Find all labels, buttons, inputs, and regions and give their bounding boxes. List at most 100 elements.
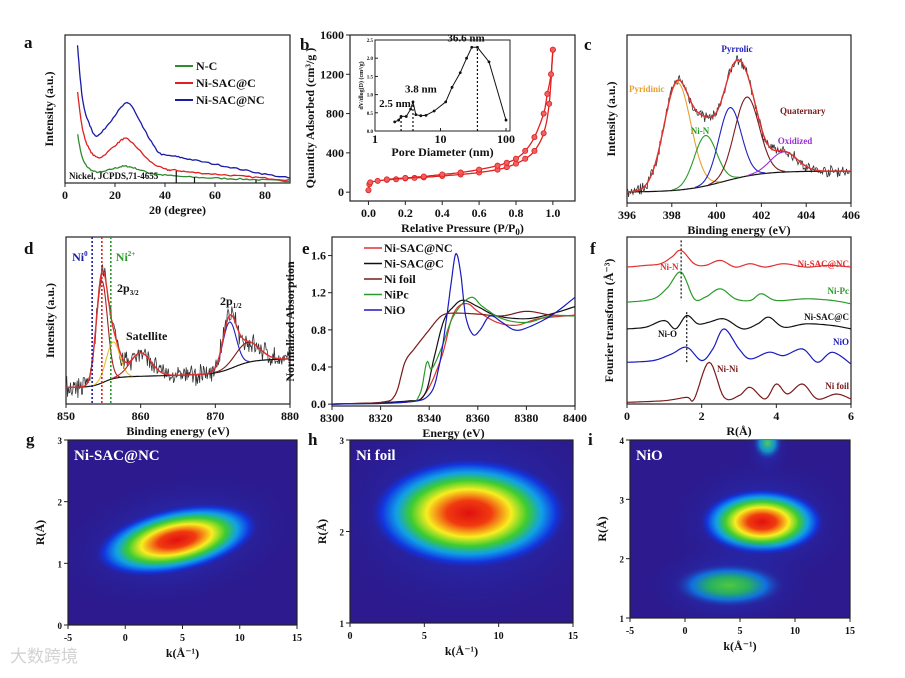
inset-data-point	[504, 118, 508, 122]
x-tick-label: 5	[738, 626, 743, 637]
fit-component	[93, 341, 133, 386]
peak-label: 2p1/2	[220, 294, 242, 310]
peak-label: Ni-Ni	[717, 364, 738, 374]
data-point	[531, 147, 538, 154]
x-tick-label: 10	[790, 626, 800, 637]
inset-data-point	[470, 45, 474, 49]
series-line-Ni foil	[332, 310, 575, 405]
panel-h: h 0 5 10 15 1 2 3 k(Å⁻¹) R(Å) Ni foil	[308, 430, 578, 658]
reference-label: Ni0	[72, 250, 88, 264]
data-point	[494, 162, 501, 169]
x-tick-label: 5	[422, 631, 427, 642]
plot-area	[365, 46, 556, 194]
y-tick-label: 0	[338, 185, 344, 199]
y-axis-label: R(Å)	[595, 516, 609, 541]
y-tick-label: 800	[326, 107, 344, 121]
fit-envelope	[66, 269, 290, 388]
plot-frame	[331, 236, 576, 407]
plot-frame	[65, 236, 291, 405]
y-tick-label: 3	[340, 436, 345, 446]
data-point	[540, 130, 547, 137]
series-label: Ni-Pc	[828, 286, 850, 296]
y-tick-label: 1	[58, 559, 63, 569]
peak-label-text: Satellite	[126, 329, 168, 343]
y-tick-label: 0.8	[311, 323, 326, 337]
x-tick-label: 15	[845, 626, 855, 637]
panel-i: i -5 0 5 10 15 1 2 3 4 k(Å⁻¹) R(Å) NiO	[588, 430, 855, 653]
legend-label: Ni-SAC@C	[384, 257, 444, 271]
data-point	[503, 159, 510, 166]
inset-y-tick-label: 1.5	[367, 75, 374, 80]
y-axis-label: Quantity Adsorbed (cm³/g )	[303, 48, 317, 189]
data-point	[522, 147, 529, 154]
x-tick-label: 402	[752, 208, 770, 222]
x-tick-label: 15	[292, 633, 302, 644]
y-tick-label: 2	[620, 555, 625, 565]
inset-data-point	[432, 109, 436, 113]
reference-label-sup: 2+	[128, 250, 136, 258]
x-tick-label: 5	[180, 633, 185, 644]
plot-area	[66, 264, 290, 398]
data-point	[512, 160, 519, 167]
peak-label: 2p3/2	[117, 281, 139, 297]
panel-a: a 0 20 40 60 80 2θ (degree) Intensity (a.u.) N-C…	[24, 33, 291, 217]
inset-data-point	[450, 85, 454, 89]
inset-y-axis-label: dV/dlog(D) (cm³/g)	[358, 61, 365, 109]
inset-frame	[374, 39, 511, 132]
y-tick-label: 0.0	[311, 397, 326, 411]
panel-e: e 8300 8320 8340 8360 8380 8400 0.0 0.4 0.8 1.2 1.6…	[283, 236, 587, 440]
watermark: 大数跨境	[10, 647, 78, 667]
x-tick-label: 0.2	[398, 206, 413, 220]
series-line-Ni-SAC@NC	[332, 303, 575, 405]
heatmap-peak	[671, 562, 787, 608]
series-line-NiPc	[332, 296, 575, 405]
legend-label: Ni-SAC@NC	[384, 241, 453, 255]
x-tick-label: 8340	[417, 411, 441, 425]
y-axis-label: Intensity (a.u.)	[43, 283, 57, 358]
peak-label-sub: 1/2	[233, 302, 242, 310]
panel-letter-c: c	[584, 35, 592, 54]
panel-c: c 396 398 400 402 404 406 Binding energy (eV) In…	[584, 34, 860, 237]
inset-y-tick-label: 2.5	[367, 39, 374, 44]
x-axis-label: R(Å)	[726, 424, 751, 438]
series-label: Ni-SAC@NC	[798, 259, 849, 269]
series-line-NiO	[627, 328, 851, 365]
y-tick-label: 1	[340, 619, 345, 629]
panel-f: f 0 2 4 6 R(Å) Fourier transform (Å⁻³) Ni-SAC@N…	[590, 236, 854, 438]
inset-chart: 1 10 100 0.0 0.5 1.0 1.5 2.0 2.5 Pore Diameter (n…	[358, 32, 515, 159]
inset-data-point	[409, 107, 413, 111]
x-axis-label-text: Relative Pressure (P/P	[401, 221, 515, 235]
inset-y-tick-label: 0.5	[367, 112, 374, 117]
inset-data-point	[444, 100, 448, 104]
y-tick-label: 3	[620, 495, 625, 505]
x-tick-label: 0	[62, 188, 68, 202]
panel-letter-a: a	[24, 33, 33, 52]
x-axis-label: k(Å⁻¹)	[166, 646, 199, 660]
legend-label: N-C	[196, 59, 217, 73]
data-point	[383, 176, 390, 183]
y-axis-label: R(Å)	[315, 519, 329, 544]
x-tick-label: 15	[568, 631, 578, 642]
plot-area	[627, 55, 851, 198]
y-tick-label: 1.6	[311, 249, 326, 263]
panel-d: d 850 860 870 880 Binding energy (eV) Intensit…	[24, 236, 299, 438]
x-axis-label: Relative Pressure (P/P0)	[401, 221, 524, 237]
series-line-Ni-SAC@C	[627, 314, 851, 330]
x-tick-label: 8360	[466, 411, 490, 425]
data-point	[420, 173, 427, 180]
data-point	[367, 179, 374, 186]
heatmap-peak	[752, 440, 783, 461]
x-tick-label: 2	[699, 409, 705, 423]
component-label: Ni-N	[691, 126, 710, 136]
plot-area	[627, 249, 851, 403]
panel-b: b 0.0 0.2 0.4 0.6 0.8 1.0 0 400 800 1200 1600Quanti…	[300, 28, 576, 237]
panel-letter-i: i	[588, 430, 593, 449]
plot-frame	[64, 34, 291, 184]
x-tick-label: 0	[683, 626, 688, 637]
data-point	[549, 46, 556, 53]
data-point	[531, 134, 538, 141]
panel-letter-b: b	[300, 35, 309, 54]
inset-data-point	[424, 113, 428, 117]
x-tick-label: 0.4	[435, 206, 450, 220]
